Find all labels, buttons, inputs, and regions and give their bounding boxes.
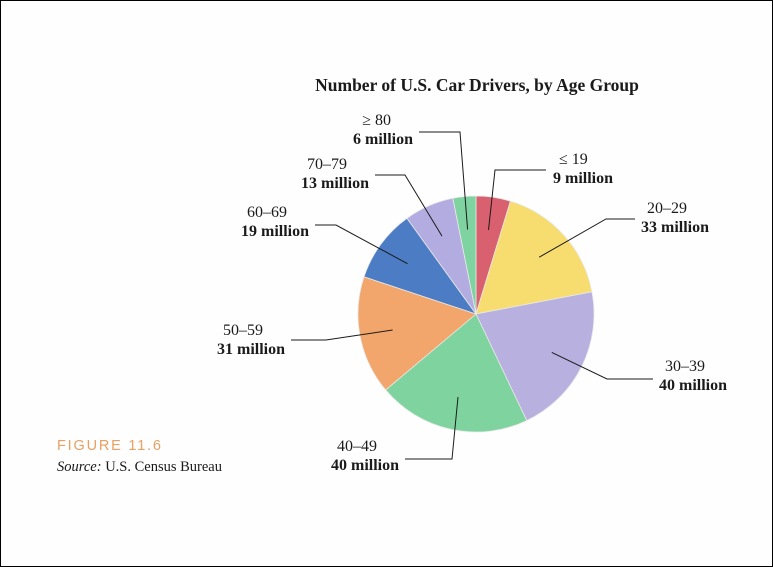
source-prefix: Source: xyxy=(57,459,102,475)
leader-line-30-39 xyxy=(551,351,653,380)
category-label-30-39: 30–39 xyxy=(665,358,705,375)
leader-line-80 xyxy=(419,131,469,230)
leader-line-40-49 xyxy=(405,396,459,460)
leader-line-19 xyxy=(488,169,546,231)
category-label-50-59: 50–59 xyxy=(223,322,263,339)
value-label-40-49: 40 million xyxy=(331,457,399,474)
figure-source: Source: U.S. Census Bureau xyxy=(57,459,222,476)
chart-title: Number of U.S. Car Drivers, by Age Group xyxy=(315,75,639,95)
category-label-20-29: 20–29 xyxy=(647,200,687,217)
leader-line-50-59 xyxy=(291,329,393,341)
category-label-70-79: 70–79 xyxy=(307,156,347,173)
value-label-80: 6 million xyxy=(353,131,413,148)
value-label-50-59: 31 million xyxy=(217,341,285,358)
pie-slice-30-39 xyxy=(475,291,595,422)
value-label-30-39: 40 million xyxy=(659,377,727,394)
value-label-60-69: 19 million xyxy=(241,223,309,240)
leader-line-20-29 xyxy=(538,218,635,258)
value-label-70-79: 13 million xyxy=(301,175,369,192)
leader-line-70-79 xyxy=(375,174,443,237)
value-label-19: 9 million xyxy=(553,170,613,187)
pie-slice-40-49 xyxy=(385,313,528,433)
value-label-20-29: 33 million xyxy=(641,219,709,236)
leader-line-60-69 xyxy=(315,224,408,265)
figure-number: FIGURE 11.6 xyxy=(57,438,163,454)
category-label-40-49: 40–49 xyxy=(337,438,377,455)
category-label-19: ≤ 19 xyxy=(559,151,588,168)
pie-slice-80 xyxy=(452,195,477,315)
source-text: U.S. Census Bureau xyxy=(101,459,222,475)
category-label-80: ≥ 80 xyxy=(362,112,391,129)
pie-slice-20-29 xyxy=(475,200,593,315)
pie-slice-60-69 xyxy=(363,217,478,315)
category-label-60-69: 60–69 xyxy=(247,204,287,221)
pie-slice-50-59 xyxy=(357,276,477,391)
